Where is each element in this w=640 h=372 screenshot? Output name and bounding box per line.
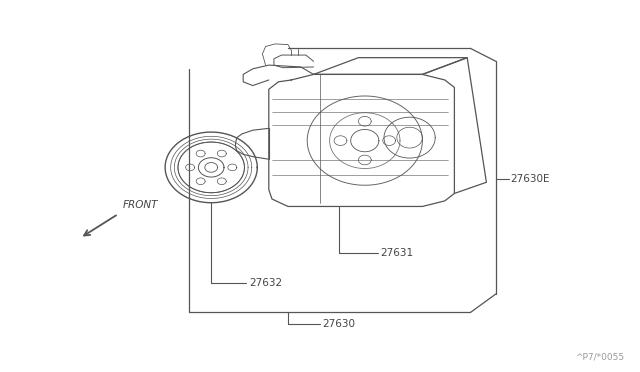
Text: FRONT: FRONT (123, 200, 158, 210)
Text: 27632: 27632 (249, 278, 282, 288)
Text: ^P7/*0055: ^P7/*0055 (575, 353, 624, 362)
Text: 27631: 27631 (380, 248, 413, 258)
Text: 27630E: 27630E (511, 174, 550, 183)
Text: 27630: 27630 (323, 319, 356, 328)
